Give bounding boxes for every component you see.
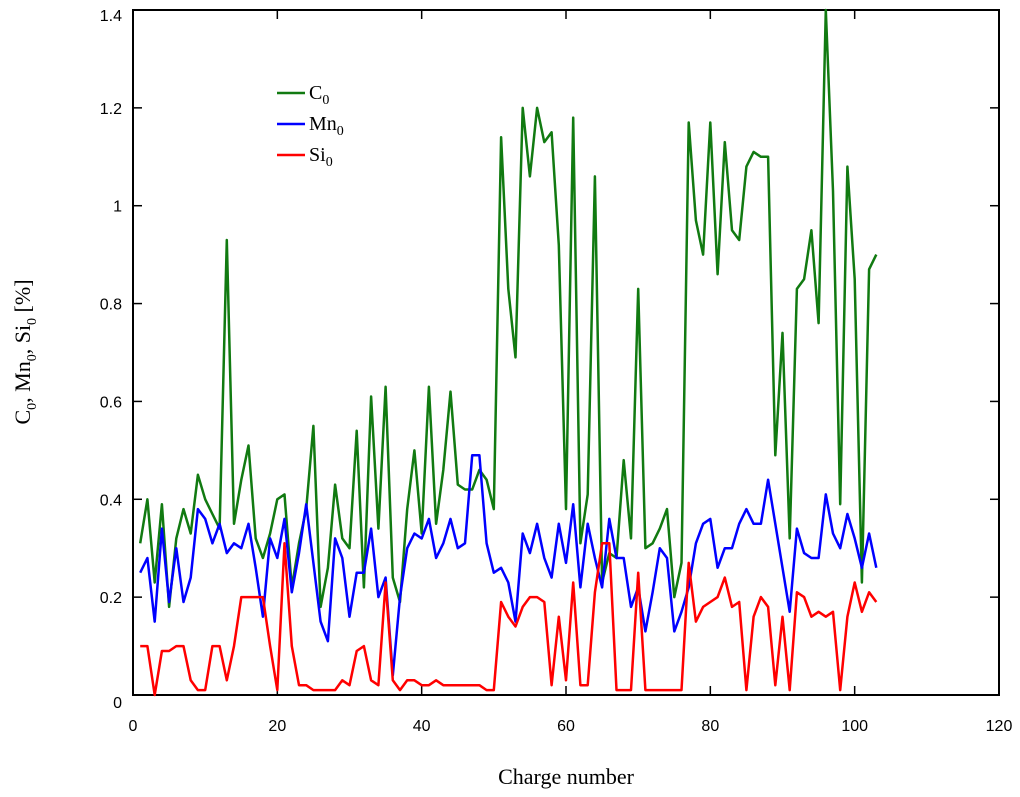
y-axis-title-si: Si [10, 325, 35, 343]
y-axis-title: C0, Mn0, Si0 [%] [10, 279, 40, 424]
y-tick-label: 1.4 [100, 8, 122, 25]
series-lines [138, 8, 878, 697]
series-line-si [140, 542, 878, 697]
y-tick-label: 1 [113, 199, 122, 216]
y-tick-label: 0 [113, 695, 122, 712]
legend-label-mn: Mn0 [309, 113, 344, 139]
x-tick-label: 120 [986, 718, 1013, 735]
legend: C0 Mn0 Si0 [277, 82, 344, 170]
legend-label-c: C0 [309, 82, 329, 108]
x-tick-label: 40 [413, 718, 431, 735]
y-tick-label: 0.2 [100, 590, 122, 607]
x-tick-label: 20 [268, 718, 286, 735]
y-tick-label: 0.4 [100, 492, 122, 509]
x-tick-label: 100 [841, 718, 868, 735]
y-tick-label: 0.8 [100, 297, 122, 314]
y-tick-label: 1.2 [100, 101, 122, 118]
x-tick-label: 60 [557, 718, 575, 735]
x-tick-label: 80 [701, 718, 719, 735]
x-tick-label: 0 [129, 718, 138, 735]
x-axis-title: Charge number [498, 764, 635, 789]
y-axis-title-c: C [10, 410, 35, 425]
y-axis-title-mn: Mn [10, 361, 35, 392]
series-line-c [138, 8, 878, 609]
y-tick-label: 0.6 [100, 394, 122, 411]
axis-ticks: 0 20 40 60 80 100 120 0 0.2 0.4 0.6 0.8 1 1.2 1.4 [100, 8, 1013, 735]
series-line-mn [139, 454, 878, 677]
legend-label-si: Si0 [309, 144, 333, 170]
y-axis-title-unit: [%] [10, 279, 35, 312]
